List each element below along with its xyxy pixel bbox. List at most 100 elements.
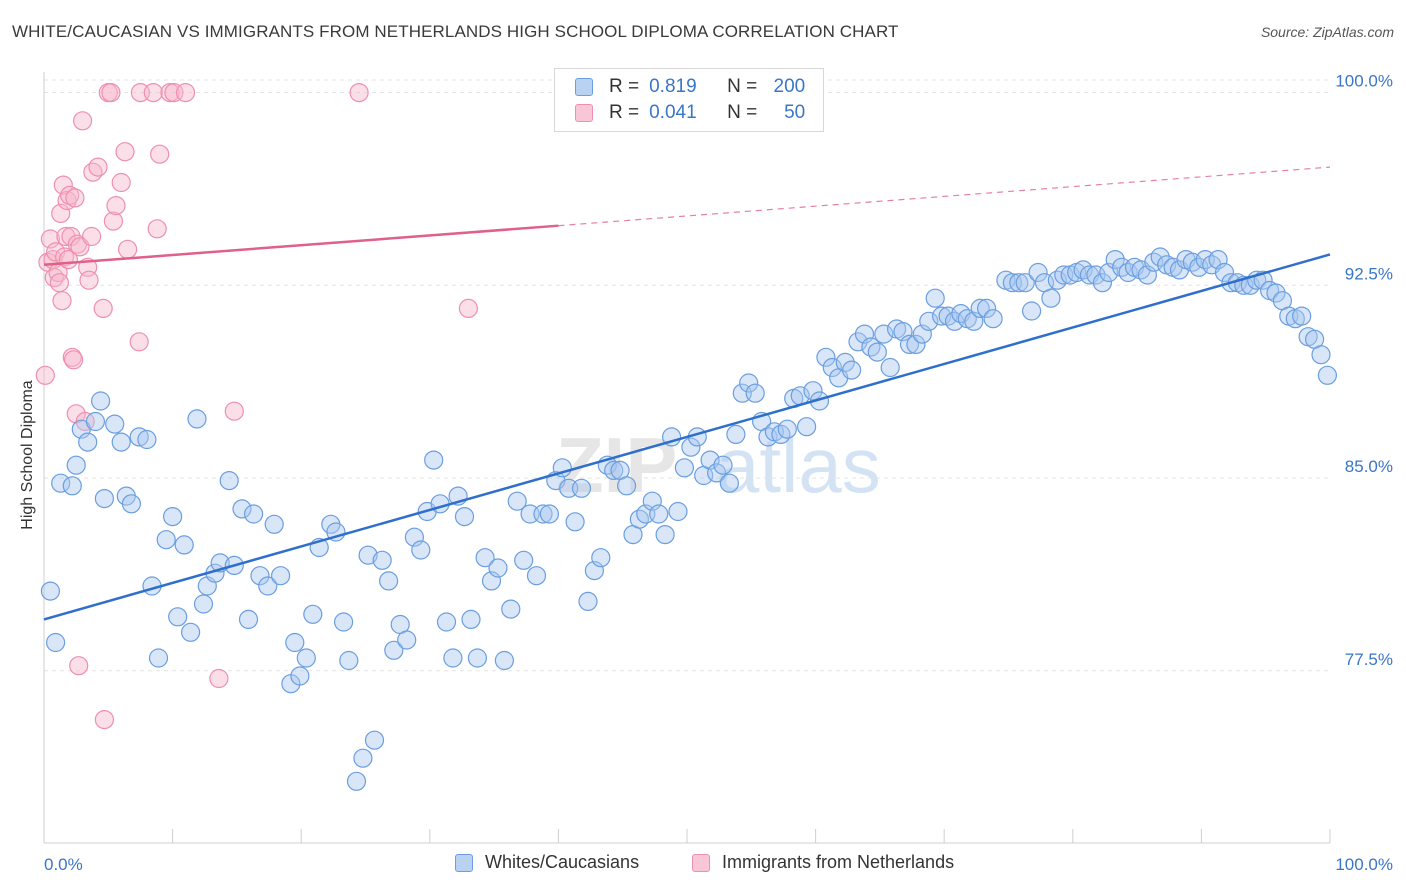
netherlands-point	[111, 172, 131, 193]
whites-point	[174, 535, 194, 555]
netherlands-point	[44, 268, 64, 288]
whites-point	[181, 622, 201, 642]
whites-point	[796, 417, 817, 437]
series-label-netherlands: Immigrants from Netherlands	[722, 852, 955, 872]
whites-point	[649, 504, 669, 524]
netherlands-point	[93, 298, 113, 318]
whites-point	[454, 506, 475, 527]
whites-point	[507, 491, 527, 511]
whites-point	[346, 771, 367, 791]
whites-point	[1009, 273, 1029, 293]
whites-point	[578, 591, 598, 612]
whites-point	[397, 630, 417, 650]
netherlands-point	[60, 185, 80, 205]
whites-point	[970, 298, 990, 318]
whites-point	[539, 504, 560, 524]
axes	[43, 72, 1331, 844]
legend-n-label: N =	[727, 102, 758, 123]
x-tick-label-end: 100.0%	[1335, 855, 1393, 874]
whites-point	[436, 612, 457, 632]
whites-point	[121, 494, 141, 514]
whites-point	[285, 632, 305, 653]
whites-point	[1311, 345, 1331, 365]
whites-point	[364, 730, 385, 750]
whites-point	[655, 524, 675, 545]
netherlands-point	[57, 190, 77, 211]
whites-point	[533, 504, 553, 524]
whites-point	[250, 566, 270, 586]
netherlands-point	[65, 188, 85, 208]
netherlands-point	[56, 226, 76, 247]
watermark-atlas: atlas	[716, 421, 881, 509]
source-label: Source: ZipAtlas.com	[1260, 24, 1394, 40]
x-tick-labels: 0.0% 100.0%	[44, 855, 1393, 874]
whites-point	[411, 540, 431, 560]
legend-n-label: N =	[727, 76, 758, 97]
legend-r-value-whites: 0.819	[649, 76, 697, 97]
whites-point	[129, 427, 149, 447]
whites-point	[358, 545, 378, 565]
y-tick-label: 85.0%	[1345, 457, 1393, 476]
whites-point	[443, 648, 463, 668]
whites-point	[1092, 273, 1113, 293]
whites-point	[591, 548, 611, 568]
whites-point	[874, 324, 894, 344]
whites-point	[835, 352, 855, 372]
whites-point	[258, 576, 278, 596]
legend-row-whites: R = 0.819 N = 200	[575, 75, 805, 99]
whites-point	[163, 506, 183, 527]
whites-point	[745, 383, 765, 403]
whites-point	[713, 455, 733, 475]
netherlands-point	[164, 82, 184, 103]
whites-point	[803, 381, 823, 401]
y-tick-label: 92.5%	[1345, 264, 1393, 283]
legend-r-value-netherlands: 0.041	[649, 102, 697, 123]
whites-point	[40, 581, 61, 601]
whites-point	[706, 463, 727, 483]
netherlands-point	[72, 111, 93, 131]
whites-point	[681, 437, 701, 457]
whites-point	[85, 411, 106, 432]
netherlands-point	[69, 656, 89, 676]
whites-point	[467, 648, 487, 668]
netherlands-point	[35, 365, 55, 385]
whites-point	[111, 432, 131, 452]
whites-point	[1041, 288, 1061, 308]
whites-point	[271, 566, 291, 586]
whites-point	[494, 650, 514, 671]
netherlands-point	[115, 142, 135, 162]
whites-point	[187, 409, 207, 429]
correlation-legend: R = 0.819 N = 200 R = 0.041 N = 50	[554, 68, 824, 132]
whites-point	[430, 494, 450, 514]
whites-point	[526, 566, 547, 586]
legend-n-value-whites: 200	[773, 76, 806, 97]
whites-point	[906, 334, 926, 354]
whites-point	[238, 609, 259, 630]
whites-point	[90, 391, 111, 411]
whites-point	[976, 298, 997, 318]
x-tick-label-start: 0.0%	[44, 855, 83, 874]
whites-point	[193, 594, 214, 614]
netherlands-point	[103, 211, 124, 231]
whites-point	[739, 373, 759, 393]
netherlands-point	[209, 668, 229, 689]
whites-point	[475, 548, 495, 568]
whites-point	[571, 478, 592, 498]
whites-point	[1150, 247, 1170, 267]
grid-lines	[44, 79, 1330, 672]
series-legend-netherlands: Immigrants from Netherlands	[692, 852, 954, 873]
netherlands-point	[52, 291, 72, 311]
y-tick-labels: 77.5% 85.0% 92.5% 100.0%	[1335, 72, 1393, 669]
whites-point	[565, 512, 585, 532]
whites-point	[1266, 283, 1286, 303]
whites-point	[1028, 262, 1048, 283]
whites-point	[1021, 301, 1042, 321]
series-legend: Whites/Caucasians Immigrants from Nether…	[0, 852, 1406, 876]
whites-point	[1292, 306, 1312, 326]
netherlands-trend-extension	[558, 166, 1331, 227]
whites-point	[244, 504, 264, 524]
whites-point	[1105, 250, 1125, 270]
netherlands-point	[150, 144, 170, 164]
netherlands-point	[88, 157, 108, 177]
netherlands-point	[63, 350, 84, 370]
